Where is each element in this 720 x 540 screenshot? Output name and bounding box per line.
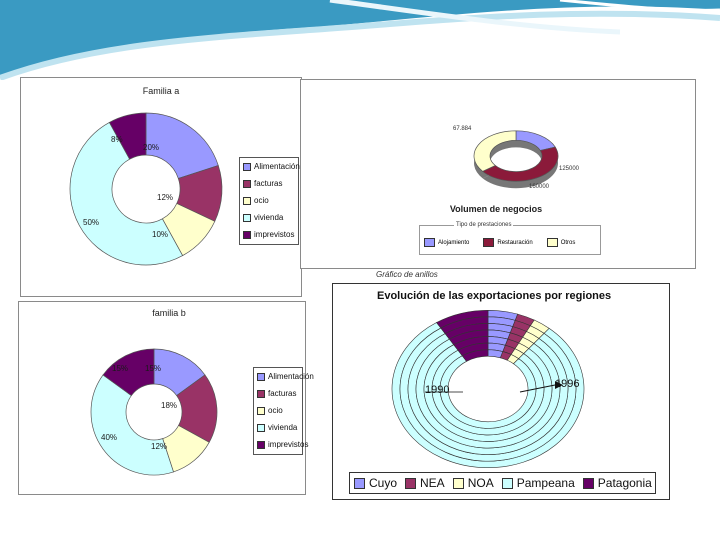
panel-familia-b: familia b 15% 18% 12% 40% 15% Alimentación fa… <box>18 301 314 495</box>
legend-swatch <box>501 477 513 489</box>
data-label: 20% <box>143 143 159 152</box>
chart-title: Familia a <box>142 86 180 96</box>
legend-item-alojamiento: Alojamiento <box>424 238 469 247</box>
legend-swatch <box>582 477 594 489</box>
data-label: 18% <box>161 401 177 410</box>
slice-vivienda <box>90 374 174 476</box>
panel-familia-a: Familia a 20% 12% 10% 50% 8% Alimentación fac… <box>20 77 302 297</box>
legend-label: Alimentación <box>254 162 300 171</box>
legend-item-nea: NEA <box>405 476 445 490</box>
chart-title: Volumen de negocios <box>449 204 543 214</box>
legend-item-facturas: facturas <box>254 385 302 402</box>
chart-legend: Alimentación facturas ocio vivienda imprevis… <box>239 157 300 245</box>
arrow-head-icon <box>555 381 563 389</box>
slice-restauracion <box>482 146 559 182</box>
donut-chart-familia-b: 15% 18% 12% 40% 15% <box>90 348 218 476</box>
panel-volumen-negocios: 67.884 160000 125000 Volumen de negocios T… <box>300 79 696 269</box>
legend-item-ocio: ocio <box>254 402 302 419</box>
chart-legend: Cuyo NEA NOA Pampeana Patagonia <box>349 472 656 494</box>
data-label: 15% <box>145 364 161 373</box>
legend-item-alimentacion: Alimentación <box>240 158 300 175</box>
legend-label: Alojamiento <box>438 239 470 246</box>
legend-swatch <box>243 213 251 222</box>
legend-label: NOA <box>467 476 494 490</box>
legend-swatch <box>483 238 495 247</box>
donut-chart-volumen: 67.884 160000 125000 <box>453 126 580 190</box>
data-label: 8% <box>111 135 123 144</box>
legend-label: imprevistos <box>254 230 295 239</box>
legend-label: Patagonia <box>597 476 652 490</box>
data-label: 10% <box>152 230 168 239</box>
legend-swatch <box>405 477 417 489</box>
slice-alimentacion <box>145 112 219 179</box>
slice-imprevistos <box>108 112 147 160</box>
legend-label: facturas <box>268 389 297 398</box>
legend-swatch <box>546 238 558 247</box>
data-label: 12% <box>157 193 173 202</box>
slice-otros <box>473 130 517 172</box>
annotation-1990: 1990 <box>425 384 450 396</box>
annotation-arrow-1996 <box>519 384 556 393</box>
data-label: 15% <box>112 364 128 373</box>
data-label: 125000 <box>559 166 580 172</box>
legend-label: Pampeana <box>516 476 575 490</box>
legend-title: Tipo de prestaciones <box>454 222 514 228</box>
data-label: 50% <box>83 218 99 227</box>
legend-swatch <box>257 406 265 415</box>
legend-label: Alimentación <box>268 372 314 381</box>
panel-exportaciones: Evolución de las exportaciones por regio… <box>332 283 670 500</box>
legend-item-otros: Otros <box>546 238 576 247</box>
legend-label: Restauración <box>497 239 533 246</box>
legend-label: Cuyo <box>369 476 398 490</box>
legend-label: Otros <box>560 239 576 246</box>
legend-swatch <box>424 238 435 247</box>
legend-swatch <box>243 162 251 171</box>
legend-label: NEA <box>420 476 445 490</box>
legend-label: ocio <box>268 406 283 415</box>
chart-legend: Alimentación facturas ocio vivienda imprevis… <box>253 367 314 455</box>
legend-swatch <box>257 372 265 381</box>
ring-1996-patagonia <box>461 349 489 362</box>
legend-label: ocio <box>254 196 269 205</box>
legend-swatch <box>243 196 251 205</box>
data-label: 160000 <box>529 184 550 190</box>
slice-imprevistos <box>102 348 155 397</box>
legend-swatch <box>257 389 265 398</box>
legend-swatch <box>243 179 251 188</box>
legend-item-restauracion: Restauración <box>483 238 533 247</box>
legend-swatch <box>243 230 251 239</box>
chart-legend: Tipo de prestaciones Alojamiento Restaura… <box>419 222 601 255</box>
chart-title: Evolución de las exportaciones por regio… <box>377 290 612 302</box>
legend-label: imprevistos <box>268 440 309 449</box>
legend-swatch <box>452 477 464 489</box>
data-label: 12% <box>151 442 167 451</box>
header-banner <box>0 0 720 80</box>
chart-title: familia b <box>152 308 186 318</box>
legend-item-vivienda: vivienda <box>254 419 302 436</box>
legend-label: vivienda <box>268 423 298 432</box>
data-label: 67.884 <box>453 126 472 132</box>
legend-swatch <box>257 440 265 449</box>
legend-item-cuyo: Cuyo <box>354 476 397 490</box>
annotation-1996: 1996 <box>555 378 580 390</box>
legend-item-ocio: ocio <box>240 192 298 209</box>
legend-item-patagonia: Patagonia <box>582 476 652 490</box>
legend-item-pampeana: Pampeana <box>501 476 575 490</box>
legend-item-vivienda: vivienda <box>240 209 298 226</box>
data-label: 40% <box>101 433 117 442</box>
legend-label: facturas <box>254 179 283 188</box>
legend-item-imprevistos: imprevistos <box>254 436 308 453</box>
legend-swatch <box>257 423 265 432</box>
legend-item-alimentacion: Alimentación <box>254 368 314 385</box>
legend-item-imprevistos: imprevistos <box>240 226 298 243</box>
caption-graph-type: Gráfico de anillos <box>376 270 438 279</box>
legend-swatch <box>354 477 365 489</box>
multi-ring-donut-chart <box>391 309 585 469</box>
legend-item-noa: NOA <box>452 476 494 490</box>
slice-vivienda <box>69 121 184 266</box>
legend-item-facturas: facturas <box>240 175 298 192</box>
donut-chart-familia-a: 20% 12% 10% 50% 8% <box>69 112 223 266</box>
legend-label: vivienda <box>254 213 284 222</box>
